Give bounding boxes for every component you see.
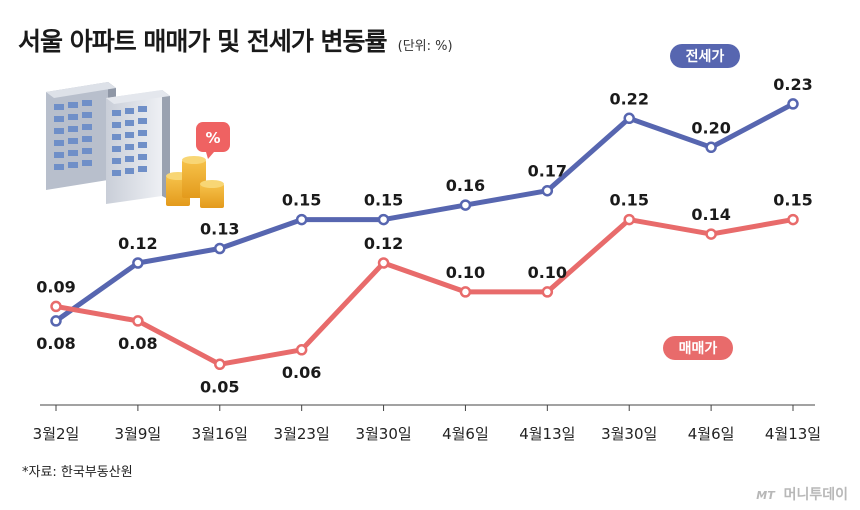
data-point (623, 213, 635, 226)
data-point (377, 257, 390, 269)
data-label: 0.13 (200, 220, 239, 239)
legend-maemae-label: 매매가 (679, 341, 718, 357)
data-point (459, 286, 472, 298)
series-line-jeonse (53, 101, 796, 324)
data-label: 0.12 (364, 234, 403, 253)
series-jeonse: 0.08 0.12 0.13 0.15 0.15 0.16 0.17 0.22 0.20 0.23 (36, 75, 812, 353)
data-label: 0.05 (200, 377, 239, 396)
x-tick-label: 3월2일 (33, 425, 80, 443)
data-point (541, 286, 554, 298)
data-point (541, 184, 554, 197)
data-point (623, 112, 635, 125)
x-tick-label: 4월13일 (519, 425, 575, 443)
data-point (132, 257, 144, 269)
data-point (50, 300, 62, 313)
watermark-name: 머니투데이 (783, 487, 848, 503)
data-label: 0.12 (118, 234, 157, 253)
data-label: 0.06 (282, 363, 321, 382)
data-point (132, 315, 144, 327)
watermark-logo: MT (756, 489, 775, 502)
data-point (295, 344, 308, 356)
data-label: 0.22 (609, 89, 648, 108)
data-label: 0.10 (446, 263, 485, 282)
legend-jeonse: 전세가 (670, 44, 740, 68)
data-point (787, 213, 799, 226)
data-point (295, 213, 308, 226)
data-label: 0.16 (446, 176, 485, 195)
data-label: 0.20 (691, 118, 730, 137)
data-label: 0.15 (282, 191, 321, 210)
data-label: 0.10 (528, 263, 567, 282)
percent-badge-icon: % (196, 122, 230, 159)
data-point (214, 242, 226, 255)
building-right-icon (106, 90, 170, 204)
title-block: 서울 아파트 매매가 및 전세가 변동률 (단위: %) (18, 22, 453, 58)
unit-label: (단위: %) (397, 39, 453, 54)
chart-title: 서울 아파트 매매가 및 전세가 변동률 (18, 27, 388, 56)
apartment-illustration: % (46, 82, 230, 208)
data-point (705, 228, 717, 240)
data-label: 0.08 (118, 334, 157, 353)
source-note: *자료: 한국부동산원 (22, 465, 133, 480)
x-tick-label: 3월23일 (274, 425, 330, 443)
percent-badge-label: % (205, 129, 220, 147)
coins-icon (166, 156, 224, 208)
x-axis-ticks: 3월2일 3월9일 3월16일 3월23일 3월30일 4월6일 4월13일 3월30일 4월6… (33, 405, 821, 443)
data-point (377, 213, 390, 226)
x-tick-label: 3월30일 (355, 425, 411, 443)
x-tick-label: 3월30일 (601, 425, 657, 443)
data-label: 0.08 (36, 334, 75, 353)
watermark: MT 머니투데이 (756, 484, 848, 504)
legend-maemae: 매매가 (663, 336, 733, 360)
data-label: 0.15 (609, 191, 648, 210)
data-label: 0.23 (773, 75, 812, 94)
data-point (50, 315, 62, 327)
series-maemae: 0.09 0.08 0.05 0.06 0.12 0.10 0.10 0.15 0.14 0.15 (36, 191, 812, 397)
data-point (705, 141, 717, 154)
data-label: 0.15 (364, 191, 403, 210)
data-label: 0.15 (773, 191, 812, 210)
data-point (459, 199, 472, 211)
legend-jeonse-label: 전세가 (686, 48, 725, 65)
data-label: 0.17 (528, 162, 567, 181)
data-point (787, 98, 799, 110)
x-tick-label: 4월6일 (688, 425, 735, 443)
series-line-maemae (53, 217, 796, 367)
x-tick-label: 4월13일 (765, 425, 821, 443)
data-label: 0.14 (691, 205, 730, 224)
data-label: 0.09 (36, 277, 75, 296)
x-tick-label: 3월16일 (192, 425, 248, 443)
x-tick-label: 4월6일 (442, 425, 489, 443)
series-layer: 0.08 0.12 0.13 0.15 0.15 0.16 0.17 0.22 0.20 0.23… (36, 75, 812, 396)
x-tick-label: 3월9일 (115, 425, 162, 443)
data-point (214, 358, 226, 371)
building-left-icon (46, 82, 116, 190)
